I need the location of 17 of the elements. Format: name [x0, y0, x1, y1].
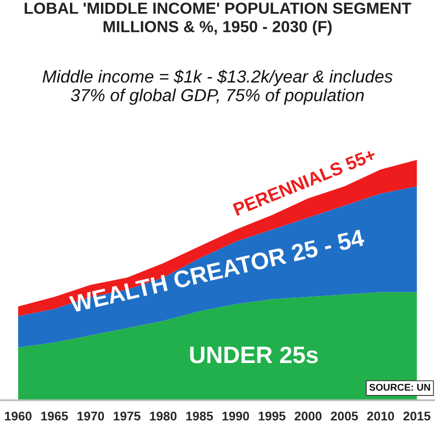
x-tick-label: 2015 — [403, 412, 430, 420]
chart-subtitle: Middle income = $1k - $13.2k/year & includes 37% of global GDP, 75% of population — [42, 70, 393, 105]
x-tick-label: 2005 — [330, 412, 358, 420]
annotation: SOURCE: UN — [369, 384, 430, 391]
x-tick-label: 1995 — [258, 412, 286, 420]
x-tick-label: 1965 — [41, 412, 68, 420]
series-label: WEALTH CREATOR 25 - 54 — [68, 228, 366, 313]
x-tick-label: 2010 — [367, 412, 394, 420]
x-tick-label: 2000 — [294, 412, 322, 420]
x-tick-label: 1985 — [186, 412, 213, 420]
x-tick-label: 1975 — [114, 412, 140, 420]
x-tick-label: 1980 — [150, 412, 177, 420]
series-label: UNDER 25s — [190, 346, 318, 364]
x-tick-label: 1970 — [78, 412, 104, 420]
x-tick-label: 1960 — [5, 412, 32, 420]
chart-title: LOBAL 'MIDDLE INCOME' POPULATION SEGMENT MILLIONS & %, 1950 - 2030 (F) — [24, 2, 412, 36]
x-tick-label: 1990 — [222, 412, 250, 420]
